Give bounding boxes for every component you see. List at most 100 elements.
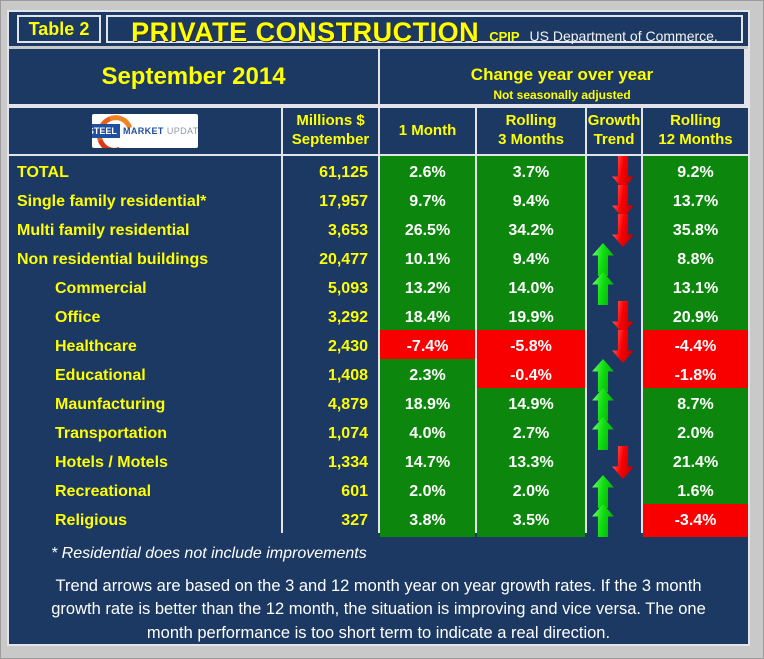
- rolling-12m-pct-cell: 1.6%: [643, 475, 748, 508]
- table-row: Office 3,292 18.4% 19.9% 20.9%: [9, 301, 748, 334]
- private-construction-table: Table 2 PRIVATE CONSTRUCTION CPIP US Dep…: [7, 10, 750, 646]
- table-number: Table 2: [28, 18, 90, 39]
- rolling-3m-pct-cell: -5.8%: [477, 330, 585, 363]
- table-body: TOTAL 61,125 2.6% 3.7% 9.2% Single famil…: [9, 156, 748, 537]
- trend-arrow-icon: [592, 504, 614, 537]
- table-row: Hotels / Motels 1,334 14.7% 13.3% 21.4%: [9, 446, 748, 479]
- report-source: US Department of Commerce.: [529, 28, 718, 44]
- report-code: CPIP: [489, 29, 520, 44]
- one-month-pct-cell: 13.2%: [380, 272, 475, 305]
- rolling-3m-pct-cell: 2.0%: [477, 475, 585, 508]
- rolling-3m-pct-cell: 34.2%: [477, 214, 585, 247]
- column-header-rolling-12-months: Rolling 12 Months: [643, 108, 748, 154]
- millions-value-cell: 5,093: [283, 272, 378, 305]
- table-row: Maunfacturing 4,879 18.9% 14.9% 8.7%: [9, 388, 748, 421]
- period-label: September 2014: [101, 62, 286, 90]
- row-label-cell: Single family residential*: [9, 185, 281, 218]
- rolling-12m-pct-cell: 21.4%: [643, 446, 748, 479]
- table-row: Non residential buildings 20,477 10.1% 9…: [9, 243, 748, 276]
- rolling-3m-pct-cell: 9.4%: [477, 185, 585, 218]
- row-label-cell: Multi family residential: [9, 214, 281, 247]
- data-grid: STEEL MARKET UPDATE Millions $ September…: [9, 106, 748, 537]
- growth-trend-cell: [587, 301, 641, 334]
- rolling-3m-pct-cell: 14.0%: [477, 272, 585, 305]
- table-row: Multi family residential 3,653 26.5% 34.…: [9, 214, 748, 247]
- one-month-pct-cell: 2.6%: [380, 156, 475, 189]
- row-label-cell: Recreational: [9, 475, 281, 508]
- rolling-3m-pct-cell: 3.7%: [477, 156, 585, 189]
- table-row: Healthcare 2,430 -7.4% -5.8% -4.4%: [9, 330, 748, 363]
- table-row: Religious 327 3.8% 3.5% -3.4%: [9, 504, 748, 537]
- millions-value-cell: 3,292: [283, 301, 378, 334]
- report-title: PRIVATE CONSTRUCTION: [131, 17, 480, 47]
- rolling-12m-pct-cell: -3.4%: [643, 504, 748, 537]
- one-month-pct-cell: 14.7%: [380, 446, 475, 479]
- logo-update-text: UPDATE: [166, 126, 198, 136]
- row-label-cell: Non residential buildings: [9, 243, 281, 276]
- millions-value-cell: 61,125: [283, 156, 378, 189]
- one-month-pct-cell: 3.8%: [380, 504, 475, 537]
- millions-value-cell: 1,074: [283, 417, 378, 450]
- rolling-3m-pct-cell: 19.9%: [477, 301, 585, 334]
- logo-market-text: MARKET: [122, 126, 164, 136]
- column-header-growth-trend: Growth Trend: [587, 108, 641, 154]
- rolling-3m-pct-cell: 14.9%: [477, 388, 585, 421]
- millions-value-cell: 4,879: [283, 388, 378, 421]
- growth-trend-cell: [587, 214, 641, 247]
- one-month-pct-cell: 2.0%: [380, 475, 475, 508]
- row-label-cell: Commercial: [9, 272, 281, 305]
- millions-value-cell: 1,334: [283, 446, 378, 479]
- growth-trend-cell: [587, 359, 641, 392]
- one-month-pct-cell: 9.7%: [380, 185, 475, 218]
- trend-arrow-note: Trend arrows are based on the 3 and 12 m…: [51, 577, 706, 642]
- table-row: Transportation 1,074 4.0% 2.7% 2.0%: [9, 417, 748, 450]
- column-header-row: STEEL MARKET UPDATE Millions $ September…: [9, 108, 748, 154]
- period-cell: September 2014: [9, 49, 378, 104]
- report-title-cell: PRIVATE CONSTRUCTION CPIP US Department …: [106, 15, 743, 47]
- row-label-cell: Office: [9, 301, 281, 334]
- growth-trend-cell: [587, 417, 641, 450]
- row-label-cell: Transportation: [9, 417, 281, 450]
- one-month-pct-cell: 10.1%: [380, 243, 475, 276]
- growth-trend-cell: [587, 156, 641, 189]
- rolling-3m-pct-cell: 9.4%: [477, 243, 585, 276]
- rolling-3m-pct-cell: 2.7%: [477, 417, 585, 450]
- title-row: Table 2 PRIVATE CONSTRUCTION CPIP US Dep…: [9, 12, 748, 49]
- logo-cell: STEEL MARKET UPDATE: [9, 108, 281, 154]
- one-month-pct-cell: 18.9%: [380, 388, 475, 421]
- rolling-12m-pct-cell: 35.8%: [643, 214, 748, 247]
- millions-value-cell: 601: [283, 475, 378, 508]
- growth-trend-cell: [587, 272, 641, 305]
- column-header-1-month: 1 Month: [380, 108, 475, 154]
- table-row: Recreational 601 2.0% 2.0% 1.6%: [9, 475, 748, 508]
- steel-market-update-logo: STEEL MARKET UPDATE: [92, 114, 198, 148]
- rolling-12m-pct-cell: 9.2%: [643, 156, 748, 189]
- change-title: Change year over year: [470, 65, 654, 84]
- rolling-3m-pct-cell: -0.4%: [477, 359, 585, 392]
- millions-value-cell: 20,477: [283, 243, 378, 276]
- row-label-cell: Healthcare: [9, 330, 281, 363]
- growth-trend-cell: [587, 475, 641, 508]
- residential-footnote: * Residential does not include improveme…: [51, 545, 367, 562]
- rolling-12m-pct-cell: 8.8%: [643, 243, 748, 276]
- table-row: Educational 1,408 2.3% -0.4% -1.8%: [9, 359, 748, 392]
- one-month-pct-cell: -7.4%: [380, 330, 475, 363]
- column-header-millions: Millions $ September: [283, 108, 378, 154]
- growth-trend-cell: [587, 504, 641, 537]
- rolling-3m-pct-cell: 13.3%: [477, 446, 585, 479]
- growth-trend-cell: [587, 185, 641, 218]
- rolling-12m-pct-cell: 2.0%: [643, 417, 748, 450]
- one-month-pct-cell: 26.5%: [380, 214, 475, 247]
- footer-notes: * Residential does not include improveme…: [9, 533, 748, 645]
- millions-value-cell: 327: [283, 504, 378, 537]
- one-month-pct-cell: 4.0%: [380, 417, 475, 450]
- row-label-cell: Hotels / Motels: [9, 446, 281, 479]
- rolling-12m-pct-cell: 8.7%: [643, 388, 748, 421]
- rolling-12m-pct-cell: 20.9%: [643, 301, 748, 334]
- table-number-cell: Table 2: [17, 15, 101, 43]
- period-row: September 2014 Change year over year Not…: [9, 49, 748, 106]
- rolling-12m-pct-cell: 13.1%: [643, 272, 748, 305]
- change-subtitle: Not seasonally adjusted: [493, 88, 631, 102]
- column-header-rolling-3-months: Rolling 3 Months: [477, 108, 585, 154]
